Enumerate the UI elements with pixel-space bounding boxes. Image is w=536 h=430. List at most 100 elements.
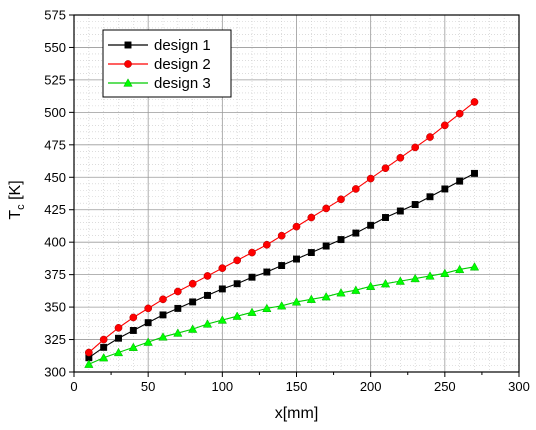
data-point-design-3 [366,281,376,290]
data-point-design-2 [277,231,286,240]
data-point-design-3 [128,342,138,351]
data-point-design-2 [99,335,108,344]
y-axis-title-main: T [7,210,24,220]
axis-ticks: 0 50 100 150 200 250 300 300 325 350 375 400 425 450 4… [44,8,530,395]
data-point-design-2 [233,256,242,265]
data-point-design-2 [381,164,390,173]
data-point-design-3 [113,347,124,357]
data-point-design-1 [115,334,122,342]
y-axis-title-sub: c [15,204,27,210]
data-point-design-1 [129,327,137,334]
data-point-design-3 [425,271,435,280]
x-tick-label: 100 [211,379,233,394]
y-tick-label: 550 [44,40,66,55]
legend-marker-design-1 [124,41,132,49]
data-point-design-1 [278,262,286,269]
y-tick-label: 575 [44,8,66,23]
data-point-design-1 [307,249,315,257]
data-point-design-3 [247,307,257,316]
y-tick-label: 400 [44,235,66,250]
data-point-design-1 [337,236,345,244]
data-point-design-3 [84,359,94,368]
data-point-design-1 [263,268,271,276]
y-tick-label: 375 [44,267,66,282]
data-point-design-1 [100,343,108,351]
data-point-design-2 [307,213,316,222]
data-point-design-2 [173,287,182,296]
data-point-design-1 [471,169,478,177]
legend-marker-design-2 [124,60,132,68]
data-point-design-2 [262,240,271,249]
y-tick-label: 450 [44,170,66,185]
data-point-design-2 [455,109,464,118]
data-point-design-1 [441,185,449,193]
legend-label-design-2: design 2 [154,56,211,73]
data-point-design-1 [218,285,226,293]
data-point-design-3 [291,297,302,306]
data-point-design-3 [306,294,316,303]
x-axis-title: x[mm] [275,405,319,422]
data-point-design-1 [396,207,404,215]
data-point-design-3 [395,276,405,285]
data-point-design-3 [262,303,272,312]
legend-item-design-1: design 1 [108,37,211,54]
data-point-design-3 [277,301,287,310]
data-point-design-3 [469,262,480,271]
x-tick-label: 0 [70,379,77,394]
data-point-design-3 [202,319,213,328]
data-point-design-2 [188,279,197,288]
x-tick-label: 300 [508,379,530,394]
legend-items: design 1 design 2 design 3 [108,37,211,92]
data-point-design-2 [366,174,375,183]
data-point-design-2 [248,248,256,257]
data-point-design-3 [99,353,109,362]
data-point-design-2 [203,272,212,280]
x-tick-label: 250 [434,379,456,394]
legend-label-design-1: design 1 [154,37,211,54]
data-point-design-3 [321,291,331,301]
x-tick-label: 200 [360,379,382,394]
data-point-design-1 [426,193,434,201]
data-point-design-2 [470,98,479,106]
y-axis-title-group: Tc [K] [7,180,27,219]
data-point-design-2 [440,121,449,130]
data-point-design-1 [352,229,360,237]
data-point-design-3 [188,324,198,333]
data-point-design-3 [173,328,183,337]
legend-label-design-3: design 3 [154,75,211,92]
data-point-design-2 [411,143,420,152]
data-point-design-2 [218,264,227,272]
data-point-design-2 [322,204,331,213]
series-line-design-2 [88,101,475,353]
data-point-design-1 [382,214,389,221]
data-point-design-1 [411,201,419,208]
data-point-design-3 [143,337,153,346]
data-point-design-2 [292,222,301,231]
legend: design 1 design 2 design 3 [102,29,232,98]
data-point-design-3 [455,264,465,274]
data-point-design-2 [337,195,345,204]
data-point-design-1 [144,319,152,327]
series-design-3 [84,262,480,368]
y-tick-label: 525 [44,72,66,87]
data-point-design-3 [440,268,450,277]
data-point-design-2 [144,304,153,313]
data-point-design-2 [84,348,93,357]
y-tick-label: 425 [44,202,66,217]
y-axis-title: Tc [K] [7,180,27,219]
data-point-design-3 [336,288,346,297]
legend-item-design-2: design 2 [108,56,211,73]
y-tick-label: 350 [44,300,66,315]
data-point-design-1 [233,280,241,288]
data-point-design-3 [232,311,242,320]
x-tick-label: 50 [141,379,155,394]
y-axis-title-unit: [K] [7,180,24,204]
x-tick-label: 150 [286,379,308,394]
data-point-design-1 [248,273,256,281]
data-point-design-3 [351,285,361,294]
data-point-design-2 [351,185,360,193]
series-layer [84,98,480,368]
data-point-design-2 [426,133,434,141]
data-point-design-1 [367,221,375,229]
